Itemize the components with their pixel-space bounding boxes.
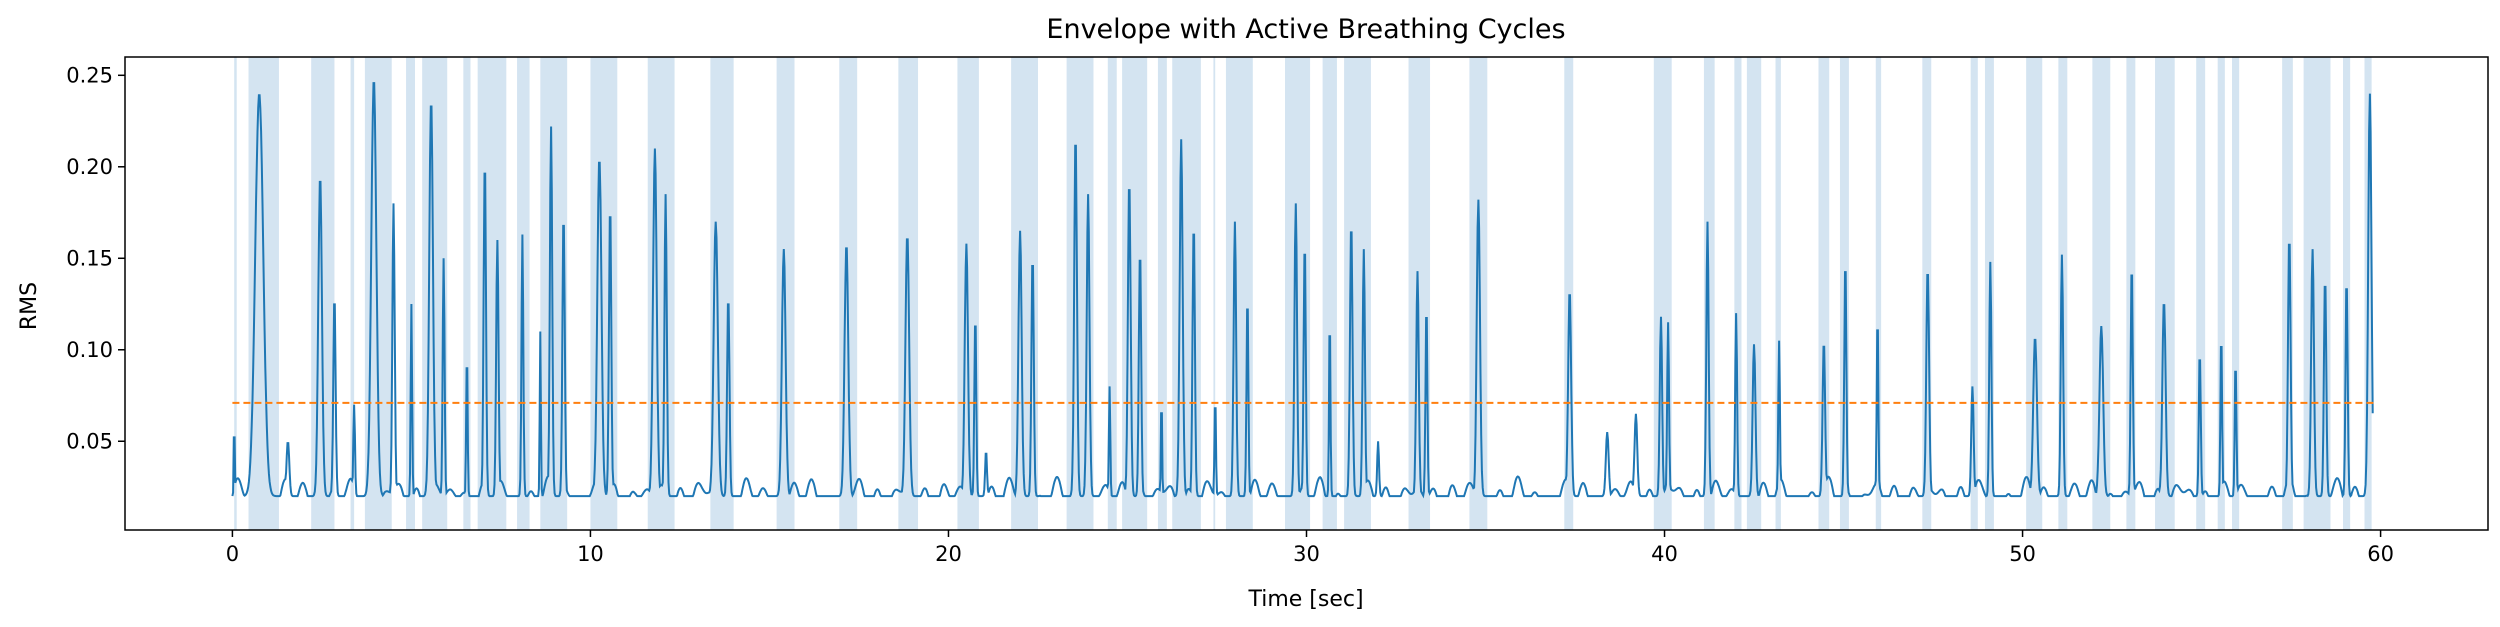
- active-span-35: [1746, 57, 1762, 530]
- x-tick-label-40: 40: [1651, 542, 1678, 566]
- active-span-3: [350, 57, 355, 530]
- x-axis: 0 10 20 30 40 50 60: [226, 530, 2394, 566]
- active-span-39: [1875, 57, 1882, 530]
- y-tick-label-0: 0.05: [66, 429, 113, 453]
- active-span-13: [710, 57, 734, 530]
- active-span-43: [2026, 57, 2043, 530]
- active-span-7: [463, 57, 471, 530]
- active-span-20: [1107, 57, 1117, 530]
- y-tick-label-1: 0.10: [66, 338, 113, 362]
- x-tick-label-60: 60: [2367, 542, 2394, 566]
- active-span-48: [2196, 57, 2206, 530]
- x-tick-label-10: 10: [577, 542, 604, 566]
- x-tick-label-50: 50: [2009, 542, 2036, 566]
- y-tick-label-3: 0.20: [66, 155, 113, 179]
- active-span-45: [2092, 57, 2111, 530]
- active-span-22: [1157, 57, 1167, 530]
- active-span-41: [1970, 57, 1978, 530]
- y-tick-label-4: 0.25: [66, 63, 113, 87]
- active-span-36: [1775, 57, 1781, 530]
- active-span-34: [1734, 57, 1742, 530]
- active-span-49: [2217, 57, 2225, 530]
- active-span-47: [2155, 57, 2175, 530]
- active-span-37: [1818, 57, 1830, 530]
- active-span-31: [1564, 57, 1574, 530]
- active-span-0: [234, 57, 237, 530]
- active-span-50: [2232, 57, 2240, 530]
- y-tick-label-2: 0.15: [66, 246, 113, 270]
- active-span-5: [406, 57, 416, 530]
- y-axis-label: RMS: [17, 282, 42, 330]
- x-tick-label-30: 30: [1293, 542, 1320, 566]
- x-tick-label-20: 20: [935, 542, 962, 566]
- chart-title: Envelope with Active Breathing Cycles: [1046, 14, 1565, 45]
- series-group: [231, 82, 2374, 499]
- active-span-24: [1213, 57, 1216, 530]
- active-span-30: [1469, 57, 1488, 530]
- active-span-27: [1322, 57, 1337, 530]
- y-axis: 0.05 0.10 0.15 0.20 0.25: [66, 63, 125, 453]
- x-tick-label-0: 0: [226, 542, 239, 566]
- x-axis-label: Time [sec]: [1247, 587, 1363, 612]
- rms-envelope-line: [231, 82, 2374, 499]
